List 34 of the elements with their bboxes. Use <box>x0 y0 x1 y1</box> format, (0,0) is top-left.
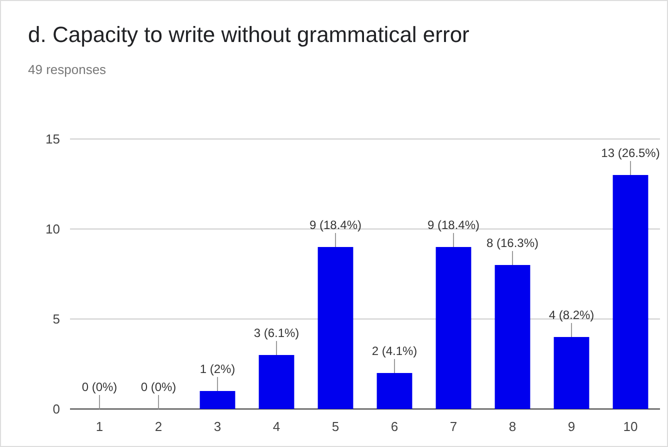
x-tick-label: 6 <box>390 419 398 434</box>
bar <box>318 247 354 409</box>
data-label: 3 (6.1%) <box>254 326 300 340</box>
data-label: 8 (16.3%) <box>486 236 539 250</box>
data-label: 9 (18.4%) <box>427 218 480 232</box>
data-label: 0 (0%) <box>140 380 176 394</box>
data-label: 9 (18.4%) <box>309 218 362 232</box>
y-tick-label: 15 <box>46 132 60 147</box>
data-label: 4 (8.2%) <box>548 308 594 322</box>
x-tick-label: 3 <box>214 419 222 434</box>
x-tick-label: 5 <box>332 419 340 434</box>
bar <box>554 337 590 409</box>
x-tick-label: 7 <box>450 419 458 434</box>
bar <box>436 247 472 409</box>
x-tick-label: 10 <box>623 419 638 434</box>
chart-subtitle: 49 responses <box>28 62 107 77</box>
data-label: 0 (0%) <box>82 380 118 394</box>
x-tick-label: 9 <box>568 419 576 434</box>
bar <box>494 265 530 409</box>
data-label: 2 (4.1%) <box>372 344 418 358</box>
x-tick-label: 2 <box>154 419 162 434</box>
x-tick-label: 1 <box>96 419 104 434</box>
bar <box>612 175 648 409</box>
x-tick-label: 8 <box>508 419 516 434</box>
data-label: 13 (26.5%) <box>601 146 660 160</box>
y-tick-label: 0 <box>52 402 60 417</box>
bar <box>258 355 294 409</box>
y-tick-label: 5 <box>52 312 60 327</box>
x-tick-label: 4 <box>272 419 280 434</box>
chart-title: d. Capacity to write without grammatical error <box>28 22 470 47</box>
bar <box>376 373 412 409</box>
data-label: 1 (2%) <box>200 362 236 376</box>
bar <box>200 391 236 409</box>
y-tick-label: 10 <box>46 222 60 237</box>
